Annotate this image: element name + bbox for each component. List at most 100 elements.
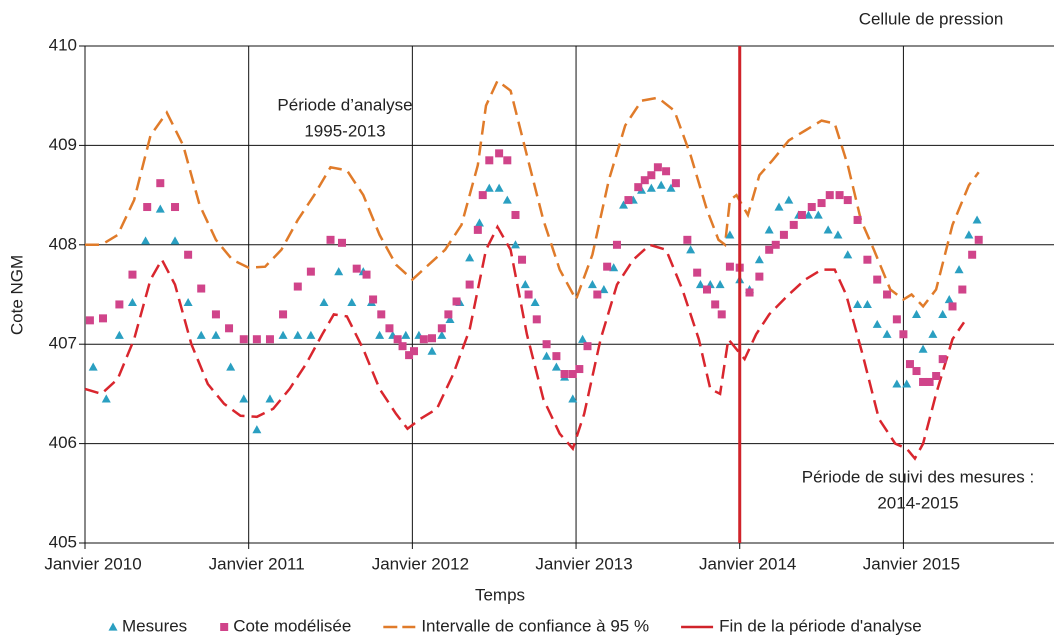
- model-point: [393, 335, 402, 344]
- legend-label: Mesures: [122, 616, 187, 635]
- model-point: [647, 171, 656, 180]
- model-point: [932, 372, 941, 381]
- model-point: [128, 270, 137, 279]
- measure-point: [530, 297, 540, 307]
- measure-point: [375, 330, 385, 339]
- measure-point: [823, 225, 833, 234]
- x-tick-label: Janvier 2015: [863, 554, 960, 573]
- model-point: [524, 290, 533, 299]
- model-point: [662, 167, 671, 176]
- model-point: [789, 220, 798, 229]
- model-point: [640, 176, 649, 185]
- model-point: [171, 203, 180, 212]
- model-point: [634, 183, 643, 192]
- measure-point: [155, 204, 165, 213]
- measure-point: [695, 280, 705, 289]
- model-point: [653, 163, 662, 172]
- measure-point: [347, 297, 357, 307]
- model-point: [745, 288, 754, 297]
- model-point: [398, 342, 407, 351]
- x-axis-title: Temps: [475, 585, 525, 604]
- annotation: Cellule de pression: [859, 9, 1004, 28]
- x-tick-label: Janvier 2011: [209, 554, 305, 573]
- measure-point: [666, 183, 676, 192]
- measure-point: [619, 200, 629, 209]
- model-point: [444, 310, 453, 319]
- model-point: [883, 290, 892, 299]
- model-point: [478, 191, 487, 200]
- legend-symbol: [220, 623, 229, 631]
- measure-point: [892, 379, 902, 388]
- model-point: [352, 264, 361, 273]
- measure-point: [502, 195, 512, 204]
- measure-point: [964, 230, 974, 239]
- measure-point: [813, 210, 823, 219]
- model-point: [892, 315, 901, 324]
- measure-point: [445, 314, 455, 323]
- measure-point: [252, 425, 262, 434]
- model-point: [817, 199, 826, 208]
- model-point: [385, 324, 394, 333]
- measure-point: [862, 299, 872, 309]
- legend-label: Cote modélisée: [233, 616, 351, 635]
- model-point: [115, 300, 124, 309]
- measure-point: [494, 183, 504, 192]
- measure-point: [484, 183, 494, 192]
- model-point: [825, 191, 834, 200]
- measure-point: [520, 280, 530, 289]
- measure-point: [127, 297, 137, 307]
- measure-point: [114, 330, 124, 339]
- y-tick-label: 408: [49, 234, 77, 253]
- model-point: [542, 340, 551, 349]
- model-point: [779, 230, 788, 239]
- model-point: [518, 255, 527, 264]
- model-point: [197, 284, 206, 293]
- measure-point: [725, 230, 735, 239]
- y-axis-title: Cote NGM: [7, 255, 26, 335]
- model-point: [583, 342, 592, 351]
- legend-label: Intervalle de confiance à 95 %: [421, 616, 649, 635]
- model-point: [85, 316, 94, 325]
- measure-point: [551, 362, 561, 371]
- model-point: [532, 315, 541, 324]
- measure-point: [265, 394, 275, 403]
- measure-point: [278, 330, 288, 339]
- model-point: [495, 149, 504, 158]
- measure-point: [170, 236, 180, 245]
- model-point: [211, 310, 220, 319]
- model-point: [593, 290, 602, 299]
- legend-label: Fin de la période d'analyse: [719, 616, 922, 635]
- model-point: [974, 235, 983, 244]
- measure-point: [587, 280, 597, 289]
- model-point: [337, 238, 346, 247]
- measure-point: [646, 183, 656, 192]
- measure-point: [843, 250, 853, 259]
- x-tick-label: Janvier 2013: [535, 554, 632, 573]
- model-point: [377, 310, 386, 319]
- model-point: [279, 310, 288, 319]
- model-point: [958, 285, 967, 294]
- model-point: [511, 210, 520, 219]
- measure-point: [578, 334, 588, 343]
- measure-point: [542, 351, 552, 360]
- legend-symbol: [108, 622, 118, 631]
- measure-point: [427, 346, 437, 355]
- model-point: [683, 235, 692, 244]
- measure-point: [599, 285, 609, 294]
- y-tick-label: 407: [49, 334, 77, 353]
- model-point: [603, 262, 612, 271]
- model-point: [369, 295, 378, 304]
- model-point: [905, 360, 914, 369]
- model-point: [99, 314, 108, 323]
- model-point: [835, 191, 844, 200]
- model-point: [938, 355, 947, 364]
- model-point: [452, 297, 461, 306]
- model-point: [575, 365, 584, 374]
- measure-point: [754, 255, 764, 264]
- model-point: [624, 196, 633, 205]
- measure-point: [686, 245, 696, 254]
- model-point: [465, 280, 474, 289]
- model-point: [755, 272, 764, 281]
- measure-point: [88, 362, 98, 371]
- model-point: [899, 330, 908, 339]
